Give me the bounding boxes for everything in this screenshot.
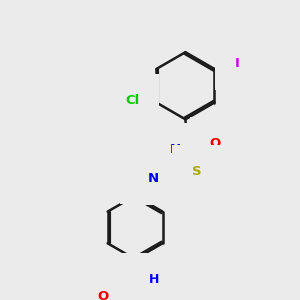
Text: N: N [148, 172, 159, 185]
Text: H: H [148, 273, 159, 286]
Text: S: S [192, 165, 201, 178]
Text: O: O [210, 137, 221, 150]
Text: N: N [137, 273, 148, 286]
Text: I: I [234, 57, 239, 70]
Text: H: H [162, 142, 172, 156]
Text: O: O [98, 290, 109, 300]
Text: H: H [139, 172, 150, 185]
Text: Cl: Cl [125, 94, 139, 107]
Text: N: N [169, 142, 181, 156]
